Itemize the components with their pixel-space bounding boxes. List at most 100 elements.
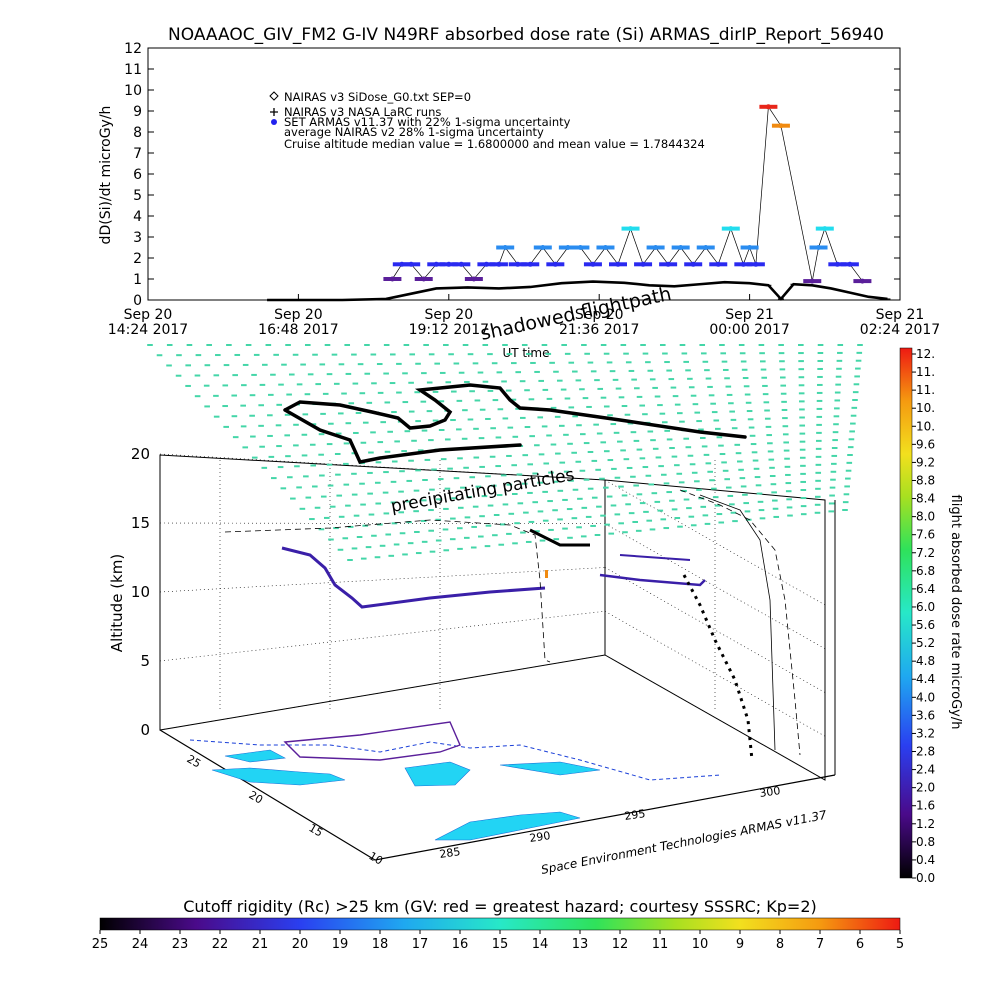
particle-dash [194,395,201,398]
particle-dash [661,473,667,476]
particle-dash [799,416,805,419]
particle-dash [439,371,446,374]
particle-dash [771,491,777,494]
particle-dash [831,462,837,465]
armas-dot [527,261,533,267]
particle-dash [516,473,523,476]
particle-dash [377,523,383,526]
particle-dash [532,472,538,475]
particle-dash [652,386,658,389]
particle-dash [661,421,668,424]
particle-dash [479,465,485,468]
particle-dash [537,510,544,513]
particle-dash [515,407,521,410]
particle-dash [268,393,274,396]
particle-dash [620,344,627,346]
particle-dash [368,513,375,516]
particle-dash [852,399,858,401]
x-tick-label-bottom: 00:00 2017 [709,322,789,338]
particle-dash [833,423,839,426]
particle-dash [767,442,773,445]
particle-dash [382,491,389,494]
particle-dash [335,432,342,435]
particle-dash [636,493,643,496]
particle-dash [420,400,427,403]
particle-dash [496,494,503,497]
particle-dash [785,482,792,485]
particle-dash [696,420,702,423]
particle-dash [850,414,857,417]
particle-dash [694,480,700,483]
particle-dash [362,524,369,527]
particle-dash [510,398,517,401]
particle-dash [305,496,312,499]
particle-dash [495,465,501,468]
particle-dash [800,505,807,508]
particle-dash [370,431,376,434]
particle-dash [564,397,571,400]
particle-dash [336,494,343,497]
particle-dash [691,471,698,474]
particle-dash [484,545,491,548]
particle-dash [428,439,434,442]
particle-dash [514,522,520,525]
particle-dash [798,392,805,395]
particle-dash [649,528,656,531]
particle-dash [414,391,421,394]
particle-dash [708,394,715,397]
particle-dash [511,464,517,467]
particle-dash [681,352,688,355]
particle-dash [836,367,842,370]
particle-dash [678,481,685,484]
particle-dash [585,515,592,518]
particle-dash [686,507,692,510]
legend-entry-3: average NAIRAS v2 28% 1-sigma uncertaint… [284,125,544,139]
particle-dash [352,382,359,385]
particle-dash [398,511,405,514]
particle-dash [460,486,466,489]
particle-dash [450,419,456,422]
particle-dash [715,427,721,430]
dose-tick-label: 10. [916,401,935,415]
particle-dash [625,503,631,506]
particle-dash [845,469,852,472]
particle-dash [562,498,568,501]
particle-dash [848,438,855,441]
particle-dash [443,344,449,346]
particle-dash [185,364,192,367]
particle-dash [515,371,522,374]
dose-tick-label: 3.2 [916,726,935,740]
particle-dash [383,372,389,375]
particle-dash [550,406,557,409]
y-tick-label: 8 [133,125,142,141]
particle-dash [287,476,293,479]
particle-dash [671,455,678,458]
particle-dash [320,412,326,415]
particle-dash [512,435,519,438]
particle-dash [398,490,404,493]
particle-dash [787,514,793,517]
particle-dash [671,508,678,511]
particle-dash [554,415,561,418]
particle-dash [322,392,329,395]
particle-dash [743,385,750,388]
particle-dash [549,361,555,364]
particle-dash [739,352,746,355]
particle-dash [662,352,668,355]
particle-dash [232,374,238,377]
particle-dash [738,468,744,471]
particle-dash [747,418,754,421]
flight-track-low [281,546,546,609]
particle-dash [232,436,239,439]
particle-dash [633,484,639,487]
land-patch [499,761,601,776]
particle-dash [206,344,212,346]
rigidity-colorbar [99,917,901,931]
particle-dash [464,380,470,383]
particle-dash [396,362,402,365]
particle-dash [648,483,655,486]
particle-dash [261,466,268,469]
particle-dash [353,431,359,434]
particle-dash [677,412,683,415]
particle-dash [457,506,464,509]
